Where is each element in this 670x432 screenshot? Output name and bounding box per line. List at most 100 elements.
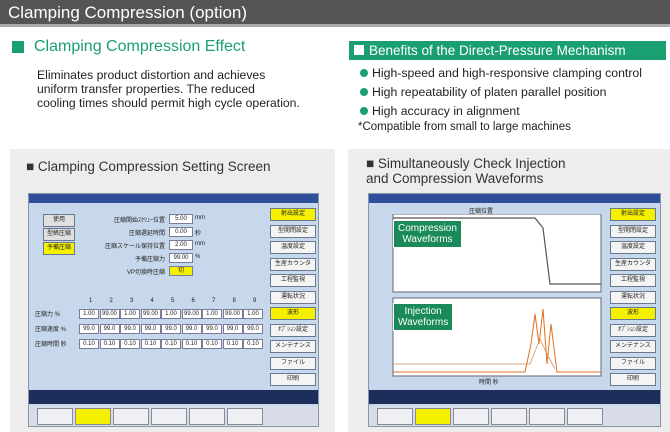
table-cell: 99.0 (120, 324, 140, 334)
injection-wave (393, 308, 601, 373)
section-title: Clamping Compression Effect (34, 38, 246, 55)
paragraph-line: uniform transfer properties. The reduced (37, 82, 255, 96)
field-label: VP切換時圧縮 (126, 270, 165, 276)
table-cell: 1.00 (79, 309, 99, 319)
table-cell: 99.00 (140, 309, 161, 319)
field-value: 99.00 (169, 253, 193, 263)
panel-title: ■ Clamping Compression Setting Screen (26, 159, 271, 174)
side-button: 運転状況 (610, 290, 656, 304)
table-cell: 99.0 (222, 324, 243, 334)
table-cell: 1.00 (161, 309, 181, 319)
field-value: 0.00 (169, 227, 193, 237)
footer-key (37, 408, 73, 425)
footer-key (113, 408, 149, 425)
benefits-title: Benefits of the Direct-Pressure Mechanis… (369, 43, 626, 58)
field-value: 切 (169, 266, 193, 276)
side-button: ファイル (270, 356, 316, 370)
column-header: 6 (191, 298, 195, 304)
column-header: 2 (109, 298, 113, 304)
side-button: 射出設定 (610, 208, 656, 221)
table-cell: 99.00 (181, 309, 202, 319)
table-cell: 0.10 (222, 339, 243, 349)
waveform-panel: ■ Simultaneously Check Injection and Comp… (348, 149, 670, 432)
title-bar (369, 194, 660, 203)
footer-key (377, 408, 413, 425)
table-cell: 1.00 (243, 309, 263, 319)
title-bar (29, 194, 318, 203)
side-button: ファイル (610, 356, 656, 370)
waveform-label: Compression Waveforms (393, 220, 462, 248)
column-header: 7 (212, 298, 216, 304)
field-unit: mm (195, 215, 205, 221)
side-button: 生産カウンタ (610, 257, 656, 271)
table-cell: 99.0 (79, 324, 99, 334)
header-bar: Clamping Compression (option) (0, 0, 670, 27)
benefit-item: High accuracy in alignment (372, 104, 520, 118)
bullet-dot (360, 88, 368, 96)
injection-wave (393, 337, 556, 370)
table-cell: 99.0 (140, 324, 161, 334)
waveform-label-line: Compression (398, 223, 457, 234)
graph-area (392, 214, 602, 293)
side-button: 波形 (610, 307, 656, 320)
graph-area (392, 297, 602, 377)
side-button: 温度設定 (610, 241, 656, 254)
column-header: 3 (130, 298, 134, 304)
benefits-bar: Benefits of the Direct-Pressure Mechanis… (349, 41, 666, 60)
table-cell: 99.0 (243, 324, 263, 334)
side-button: 波形 (270, 307, 316, 320)
waveform-label-line: Waveforms (402, 234, 453, 245)
table-cell: 99.0 (161, 324, 181, 334)
footer-key (75, 408, 111, 425)
field-label: 圧縮開始ｽｸﾘｭｰ位置 (113, 218, 165, 224)
field-label: 予備圧縮力 (134, 257, 165, 263)
field-value: 5.00 (169, 214, 193, 224)
table-cell: 0.10 (120, 339, 140, 349)
table-cell: 0.10 (99, 339, 120, 349)
waveform-screenshot: 射出設定 型開閉設定 温度設定 生産カウンタ 工程監視 運転状況 波形 ｵﾌﾟｼｮﾝ設定 メンテ… (368, 193, 661, 427)
side-button: ｵﾌﾟｼｮﾝ設定 (270, 323, 316, 337)
side-button: メンテナンス (270, 340, 316, 353)
white-square (354, 45, 364, 55)
field-unit: % (195, 254, 201, 260)
side-button: 印刷 (270, 373, 316, 386)
paragraph-line: Eliminates product distortion and achiev… (37, 68, 266, 82)
paragraph-line: cooling times should permit high cycle o… (37, 96, 300, 110)
side-button: 型開閉設定 (610, 224, 656, 238)
column-header: 1 (89, 298, 93, 304)
mode-button: 使用 (43, 214, 75, 227)
side-button: 工程監視 (270, 274, 316, 287)
row-label: 圧縮力 % (35, 312, 61, 318)
table-cell: 99.0 (202, 324, 222, 334)
side-button: 生産カウンタ (270, 257, 316, 271)
side-button: 運転状況 (270, 290, 316, 304)
status-bar (369, 390, 660, 404)
side-button: 射出設定 (270, 208, 316, 221)
field-unit: 秒 (195, 231, 202, 237)
table-cell: 0.10 (202, 339, 222, 349)
bullet-dot (360, 69, 368, 77)
footer-key (151, 408, 187, 425)
graph-title: 圧縮位置 (469, 209, 494, 215)
field-unit: mm (195, 241, 205, 247)
header-title: Clamping Compression (option) (8, 3, 248, 22)
footer-key (189, 408, 225, 425)
footer-key (567, 408, 603, 425)
column-header: 8 (232, 298, 236, 304)
waveform-label: Injection Waveforms (393, 303, 454, 331)
setting-panel: ■ Clamping Compression Setting Screen 射出… (10, 149, 335, 432)
table-cell: 99.00 (222, 309, 243, 319)
column-header: 4 (150, 298, 154, 304)
x-axis-label: 時間 秒 (479, 380, 499, 386)
benefit-item: High-speed and high-responsive clamping … (372, 66, 643, 80)
note: *Compatible from small to large machines (358, 121, 571, 133)
field-value: 2.00 (169, 240, 193, 250)
table-cell: 0.10 (161, 339, 181, 349)
footer-key (415, 408, 451, 425)
side-button: 工程監視 (610, 274, 656, 287)
table-cell: 99.00 (99, 309, 120, 319)
side-button: 印刷 (610, 373, 656, 386)
field-label: 圧縮遅延時間 (128, 231, 165, 237)
waveform-label-line: Waveforms (398, 317, 449, 328)
footer-key (529, 408, 565, 425)
